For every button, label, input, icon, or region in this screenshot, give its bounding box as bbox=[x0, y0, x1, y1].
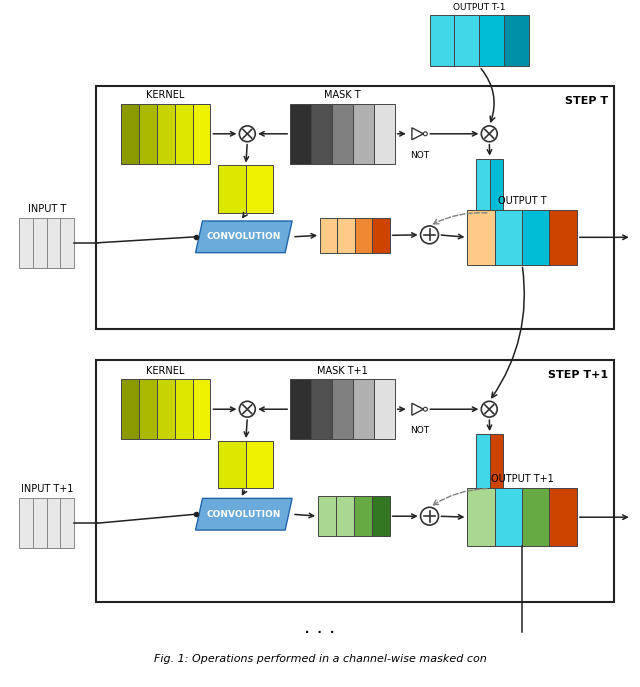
Bar bbox=[490, 434, 503, 488]
Bar bbox=[336, 497, 354, 536]
Bar bbox=[60, 498, 74, 548]
Bar bbox=[311, 104, 332, 164]
Bar bbox=[522, 488, 550, 546]
Bar bbox=[353, 104, 374, 164]
Text: OUTPUT T: OUTPUT T bbox=[498, 196, 547, 206]
Bar bbox=[121, 379, 139, 439]
Circle shape bbox=[420, 226, 438, 244]
Bar bbox=[372, 218, 390, 253]
Text: INPUT T: INPUT T bbox=[28, 204, 66, 214]
Polygon shape bbox=[196, 498, 292, 530]
Circle shape bbox=[239, 401, 255, 417]
Bar bbox=[193, 379, 211, 439]
Bar bbox=[60, 218, 74, 267]
Text: OUTPUT T-1: OUTPUT T-1 bbox=[453, 3, 506, 12]
Text: OUTPUT T+1: OUTPUT T+1 bbox=[491, 475, 554, 484]
Polygon shape bbox=[412, 128, 424, 139]
Bar bbox=[476, 434, 490, 488]
Circle shape bbox=[481, 401, 497, 417]
Bar bbox=[467, 488, 495, 546]
Bar bbox=[550, 210, 577, 264]
Bar bbox=[490, 159, 503, 213]
Bar bbox=[33, 498, 47, 548]
Circle shape bbox=[420, 507, 438, 525]
Bar bbox=[33, 218, 47, 267]
Bar bbox=[479, 15, 504, 67]
Bar bbox=[96, 87, 614, 329]
Bar bbox=[429, 15, 454, 67]
Text: MASK T: MASK T bbox=[324, 90, 361, 100]
Bar bbox=[290, 104, 311, 164]
Bar bbox=[311, 379, 332, 439]
Bar bbox=[522, 210, 550, 264]
Circle shape bbox=[424, 132, 428, 136]
Text: CONVOLUTION: CONVOLUTION bbox=[207, 510, 281, 519]
Bar bbox=[372, 497, 390, 536]
Circle shape bbox=[481, 126, 497, 142]
Bar bbox=[157, 104, 175, 164]
Text: STEP T+1: STEP T+1 bbox=[548, 370, 608, 380]
Text: . . .: . . . bbox=[305, 618, 335, 637]
Bar bbox=[504, 15, 529, 67]
Circle shape bbox=[239, 126, 255, 142]
Text: NOT: NOT bbox=[410, 426, 429, 435]
Bar bbox=[374, 104, 395, 164]
Bar bbox=[175, 379, 193, 439]
Text: Fig. 1: Operations performed in a channel-wise masked con: Fig. 1: Operations performed in a channe… bbox=[154, 654, 486, 664]
Text: KERNEL: KERNEL bbox=[147, 365, 185, 376]
Text: MASK T+1: MASK T+1 bbox=[317, 365, 368, 376]
Bar bbox=[374, 379, 395, 439]
Bar bbox=[318, 497, 336, 536]
Bar bbox=[476, 159, 490, 213]
Bar bbox=[550, 488, 577, 546]
Text: NOT: NOT bbox=[410, 150, 429, 159]
Polygon shape bbox=[196, 221, 292, 253]
Text: KERNEL: KERNEL bbox=[147, 90, 185, 100]
Bar bbox=[157, 379, 175, 439]
Bar bbox=[495, 210, 522, 264]
Bar bbox=[96, 360, 614, 602]
Text: STEP T: STEP T bbox=[564, 96, 608, 106]
Bar bbox=[193, 104, 211, 164]
Bar bbox=[19, 218, 33, 267]
Bar bbox=[495, 488, 522, 546]
Text: INPUT T+1: INPUT T+1 bbox=[20, 484, 73, 495]
Bar bbox=[354, 497, 372, 536]
Bar bbox=[218, 441, 246, 488]
Text: CONVOLUTION: CONVOLUTION bbox=[207, 232, 281, 241]
Bar bbox=[290, 379, 311, 439]
Bar bbox=[467, 210, 495, 264]
Bar bbox=[353, 379, 374, 439]
Bar bbox=[246, 166, 273, 213]
Bar bbox=[355, 218, 372, 253]
Bar bbox=[19, 498, 33, 548]
Bar bbox=[139, 104, 157, 164]
Bar bbox=[246, 441, 273, 488]
Bar bbox=[337, 218, 355, 253]
Bar bbox=[320, 218, 337, 253]
Bar bbox=[175, 104, 193, 164]
Bar bbox=[47, 498, 60, 548]
Bar bbox=[218, 166, 246, 213]
Bar bbox=[121, 104, 139, 164]
Polygon shape bbox=[412, 403, 424, 415]
Bar bbox=[47, 218, 60, 267]
Bar bbox=[332, 104, 353, 164]
Bar bbox=[139, 379, 157, 439]
Bar bbox=[454, 15, 479, 67]
Circle shape bbox=[424, 407, 428, 411]
Bar bbox=[332, 379, 353, 439]
